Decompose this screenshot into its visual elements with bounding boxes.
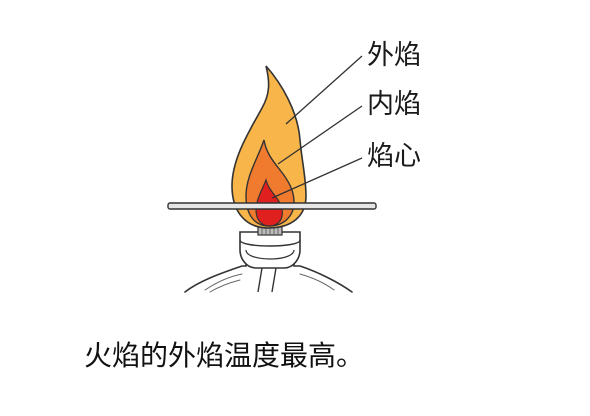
leader-line-outer: [285, 55, 363, 125]
lamp-cap-ring: [239, 239, 301, 247]
candle-flame-diagram: [167, 55, 377, 293]
caption-text: 火焰的外焰温度最高。: [84, 339, 365, 372]
lamp-cap-bottom: [245, 249, 295, 260]
wick-tube: [257, 267, 277, 293]
lamp-body-shading: [204, 273, 335, 293]
leader-line-core: [271, 157, 363, 199]
wick-holder-ridges: [261, 226, 279, 235]
lamp-cap: [239, 231, 301, 269]
label-flame-core: 焰心: [367, 141, 421, 172]
leader-line-inner: [277, 105, 363, 165]
wooden-stick: [167, 202, 377, 210]
label-outer-flame: 外焰: [367, 40, 421, 71]
label-inner-flame: 内焰: [367, 89, 421, 120]
